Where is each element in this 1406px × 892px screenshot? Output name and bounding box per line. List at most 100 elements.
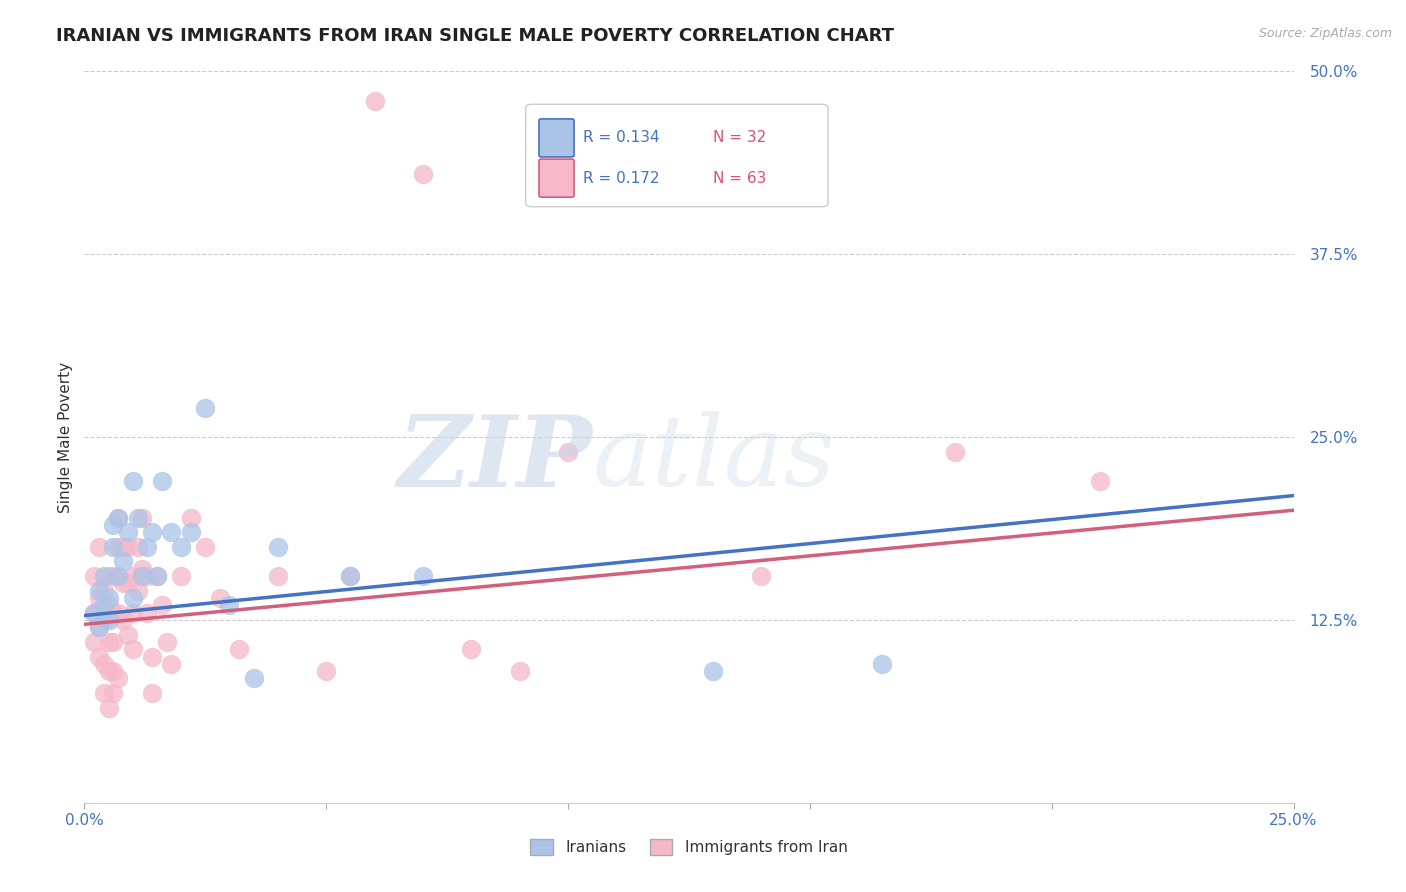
Point	[87, 620, 110, 634]
FancyBboxPatch shape	[538, 159, 574, 197]
Point	[228, 642, 250, 657]
Point	[943, 444, 966, 458]
Point	[242, 672, 264, 686]
Point	[107, 510, 129, 524]
Point	[412, 569, 434, 583]
Point	[141, 686, 163, 700]
Point	[103, 569, 125, 583]
Point	[170, 540, 193, 554]
Point	[872, 657, 894, 671]
Point	[155, 635, 177, 649]
Point	[1088, 474, 1111, 488]
Point	[127, 540, 149, 554]
Point	[93, 613, 115, 627]
Point	[107, 569, 129, 583]
Point	[127, 510, 149, 524]
Point	[87, 540, 110, 554]
Point	[97, 591, 120, 605]
Point	[112, 554, 135, 568]
Point	[103, 635, 125, 649]
Point	[194, 401, 217, 415]
Point	[121, 606, 143, 620]
Point	[87, 583, 110, 598]
Point	[180, 510, 202, 524]
Point	[141, 525, 163, 540]
Point	[103, 540, 125, 554]
Point	[83, 569, 105, 583]
Point	[136, 569, 159, 583]
Point	[83, 635, 105, 649]
Point	[103, 517, 125, 532]
Point	[97, 700, 120, 714]
Point	[103, 686, 125, 700]
Point	[121, 591, 143, 605]
Text: R = 0.134: R = 0.134	[582, 129, 659, 145]
Point	[170, 569, 193, 583]
Point	[146, 569, 169, 583]
Point	[121, 569, 143, 583]
Point	[107, 672, 129, 686]
Point	[93, 686, 115, 700]
Point	[107, 540, 129, 554]
Point	[97, 664, 120, 678]
FancyBboxPatch shape	[538, 119, 574, 157]
Point	[751, 569, 773, 583]
Point	[702, 664, 724, 678]
Point	[412, 167, 434, 181]
Point	[194, 540, 217, 554]
Legend: Iranians, Immigrants from Iran: Iranians, Immigrants from Iran	[524, 833, 853, 861]
Point	[97, 569, 120, 583]
Point	[107, 569, 129, 583]
Point	[267, 569, 290, 583]
Point	[160, 657, 183, 671]
Point	[131, 510, 153, 524]
Text: Source: ZipAtlas.com: Source: ZipAtlas.com	[1258, 27, 1392, 40]
Point	[460, 642, 482, 657]
Point	[146, 569, 169, 583]
Point	[509, 664, 531, 678]
Point	[112, 576, 135, 591]
Point	[87, 620, 110, 634]
Point	[83, 606, 105, 620]
Point	[93, 599, 115, 613]
Point	[208, 591, 231, 605]
Text: ZIP: ZIP	[398, 411, 592, 508]
Point	[103, 606, 125, 620]
Point	[339, 569, 361, 583]
Point	[136, 540, 159, 554]
Point	[121, 642, 143, 657]
Point	[117, 525, 139, 540]
Point	[107, 606, 129, 620]
Point	[121, 474, 143, 488]
Point	[93, 569, 115, 583]
Point	[97, 613, 120, 627]
Point	[557, 444, 579, 458]
Point	[103, 664, 125, 678]
Y-axis label: Single Male Poverty: Single Male Poverty	[58, 361, 73, 513]
Point	[87, 649, 110, 664]
Text: R = 0.172: R = 0.172	[582, 170, 659, 186]
FancyBboxPatch shape	[526, 104, 828, 207]
Point	[218, 599, 240, 613]
Point	[150, 474, 173, 488]
Point	[112, 613, 135, 627]
Point	[112, 540, 135, 554]
Point	[107, 510, 129, 524]
Point	[93, 583, 115, 598]
Point	[141, 649, 163, 664]
Point	[87, 591, 110, 605]
Point	[180, 525, 202, 540]
Text: N = 32: N = 32	[713, 129, 766, 145]
Point	[117, 576, 139, 591]
Point	[97, 635, 120, 649]
Point	[150, 599, 173, 613]
Point	[127, 583, 149, 598]
Point	[97, 599, 120, 613]
Text: N = 63: N = 63	[713, 170, 766, 186]
Point	[136, 606, 159, 620]
Point	[117, 540, 139, 554]
Point	[131, 569, 153, 583]
Point	[267, 540, 290, 554]
Point	[363, 94, 385, 108]
Point	[93, 657, 115, 671]
